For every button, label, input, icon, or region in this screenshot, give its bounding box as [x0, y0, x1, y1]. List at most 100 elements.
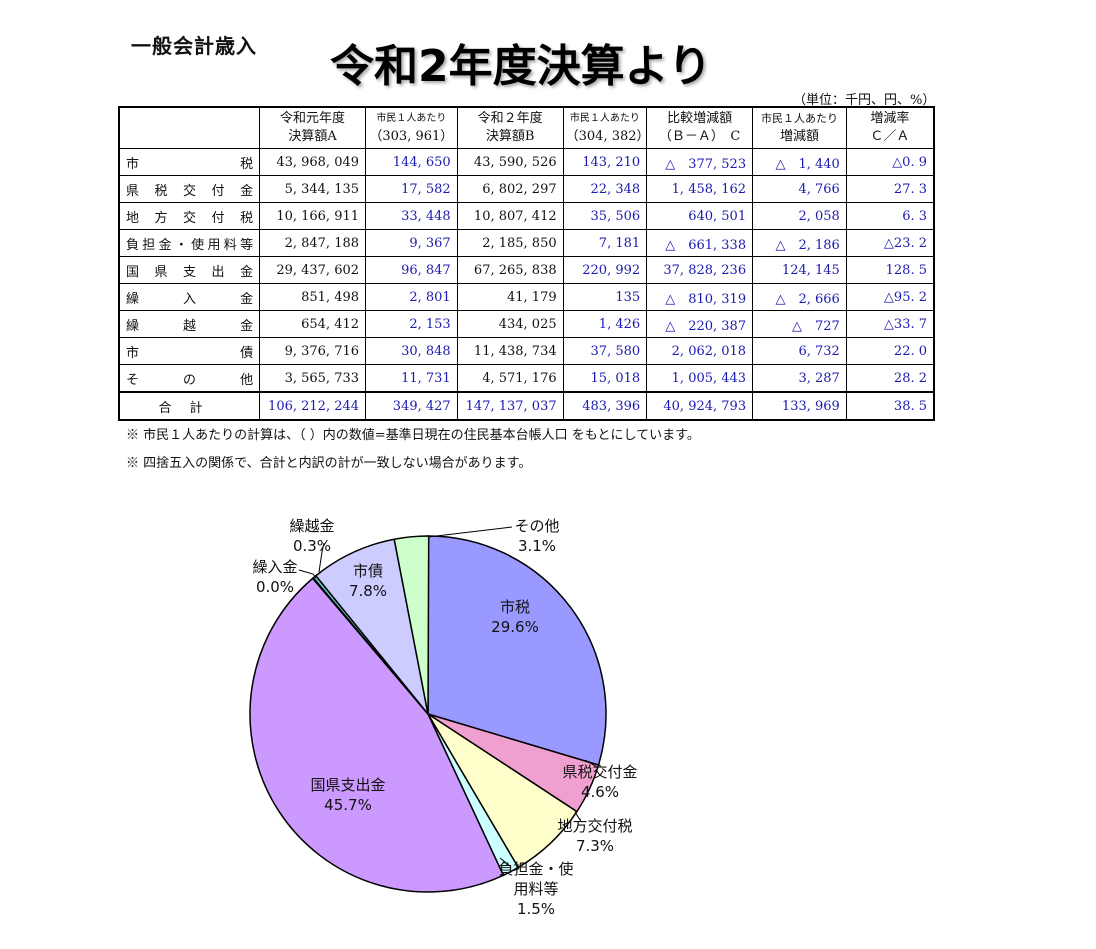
pie-percent-label: 7.3% — [576, 837, 614, 855]
cell-a: 3, 565, 733 — [259, 364, 367, 393]
cell-r: 28. 2 — [845, 364, 935, 393]
leader-line — [427, 526, 513, 538]
pie-percent-label: 0.0% — [256, 578, 294, 596]
table-total-row: 合計 106, 212, 244 349, 427 147, 137, 037 483,… — [118, 391, 935, 421]
cell-c: 40, 924, 793 — [646, 391, 754, 421]
cell-b: 147, 137, 037 — [456, 391, 564, 421]
header-cell-r2: 令和２年度 決算額B — [456, 106, 564, 149]
cell-pb: 22, 348 — [562, 175, 648, 203]
pie-category-label: その他 — [514, 517, 559, 535]
cell-a: 851, 498 — [259, 283, 367, 311]
cell-b: 434, 025 — [456, 310, 564, 338]
pie-percent-label: 3.1% — [518, 537, 556, 555]
pie-percent-label: 4.6% — [581, 783, 619, 801]
leader-line — [499, 857, 511, 867]
cell-c: 37, 828, 236 — [646, 256, 754, 284]
cell-pb: 35, 506 — [562, 202, 648, 230]
header-cell-rate: 増減率 Ｃ／Ａ — [845, 106, 935, 149]
pie-percent-label: 0.3% — [293, 537, 331, 555]
cell-r: △0. 9 — [845, 148, 935, 176]
pie-slice — [249, 577, 505, 893]
cell-r: 22. 0 — [845, 337, 935, 365]
cell-c: 2, 062, 018 — [646, 337, 754, 365]
row-label: 負担金・使用料等 — [118, 229, 261, 257]
cell-pa: 17, 582 — [365, 175, 458, 203]
table-row: 負担金・使用料等 2, 847, 188 9, 367 2, 185, 850 7, 1… — [118, 229, 935, 257]
section-label: 一般会計歳入 — [131, 34, 257, 58]
revenue-table: 令和元年度 決算額A 市民１人あたり （303, 961） 令和２年度 決算額B 市民… — [118, 106, 935, 421]
row-label: その他 — [118, 364, 261, 393]
cell-pc: △ 2, 186 — [752, 229, 847, 257]
cell-a: 29, 437, 602 — [259, 256, 367, 284]
cell-pb: 37, 580 — [562, 337, 648, 365]
unit-note: （単位：千円、円、%） — [793, 93, 936, 108]
pie-category-label: 県税交付金 — [562, 763, 637, 781]
cell-r: 27. 3 — [845, 175, 935, 203]
row-label: 市税 — [118, 148, 261, 176]
cell-pc: △ 2, 666 — [752, 283, 847, 311]
row-label: 繰越金 — [118, 310, 261, 338]
table-row: 市債 9, 376, 716 30, 848 11, 438, 734 37, 580 2… — [118, 337, 935, 365]
page-title: 令和2年度決算より — [330, 41, 712, 92]
cell-pb: 135 — [562, 283, 648, 311]
cell-pb: 7, 181 — [562, 229, 648, 257]
pie-slice — [427, 535, 607, 766]
note-rounding: ※ 四捨五入の関係で、合計と内訳の計が一致しない場合があります。 — [126, 456, 532, 471]
pie-category-label: 地方交付税 — [557, 817, 632, 835]
pie-category-label: 市債 — [353, 562, 383, 580]
cell-a: 10, 166, 911 — [259, 202, 367, 230]
row-label: 国県支出金 — [118, 256, 261, 284]
cell-b: 67, 265, 838 — [456, 256, 564, 284]
pie-percent-label: 7.8% — [349, 582, 387, 600]
cell-pb: 15, 018 — [562, 364, 648, 393]
leader-line — [584, 759, 598, 768]
cell-pc: △ 1, 440 — [752, 148, 847, 176]
row-label: 市債 — [118, 337, 261, 365]
pie-category-label: 用料等 — [513, 880, 558, 898]
cell-pc: 4, 766 — [752, 175, 847, 203]
pie-category-label: 繰越金 — [289, 517, 334, 535]
header-cell-label — [118, 106, 261, 149]
cell-a: 106, 212, 244 — [259, 391, 367, 421]
cell-a: 654, 412 — [259, 310, 367, 338]
cell-pa: 349, 427 — [365, 391, 458, 421]
pie-percent-label: 29.6% — [491, 618, 539, 636]
cell-r: 6. 3 — [845, 202, 935, 230]
cell-pa: 30, 848 — [365, 337, 458, 365]
row-label: 繰入金 — [118, 283, 261, 311]
table-row: 市税 43, 968, 049 144, 650 43, 590, 526 143, 2… — [118, 148, 935, 176]
header-cell-diff-per-capita: 市民１人あたり 増減額 — [752, 106, 847, 149]
leader-line — [574, 811, 581, 821]
cell-c: 640, 501 — [646, 202, 754, 230]
pie-slice — [393, 535, 430, 715]
cell-pa: 9, 367 — [365, 229, 458, 257]
cell-b: 4, 571, 176 — [456, 364, 564, 393]
cell-b: 10, 807, 412 — [456, 202, 564, 230]
leader-line — [298, 569, 317, 579]
header-cell-r1: 令和元年度 決算額A — [259, 106, 367, 149]
pie-percent-label: 45.7% — [324, 796, 372, 814]
table-header-row: 令和元年度 決算額A 市民１人あたり （303, 961） 令和２年度 決算額B 市民… — [118, 106, 935, 149]
header-cell-r2-per-capita: 市民１人あたり （304, 382） — [562, 106, 648, 149]
table-row: 繰入金 851, 498 2, 801 41, 179 135 △ 810, 319 △ 2… — [118, 283, 935, 311]
cell-pa: 2, 801 — [365, 283, 458, 311]
row-label: 地方交付税 — [118, 202, 261, 230]
cell-r: 128. 5 — [845, 256, 935, 284]
header-cell-diff: 比較増減額 （Ｂ－Ａ） C — [646, 106, 754, 149]
cell-a: 2, 847, 188 — [259, 229, 367, 257]
pie-category-label: 市税 — [500, 598, 530, 616]
cell-c: △ 661, 338 — [646, 229, 754, 257]
cell-c: △ 810, 319 — [646, 283, 754, 311]
pie-category-label: 繰入金 — [252, 558, 297, 576]
leader-line — [318, 542, 325, 573]
cell-b: 11, 438, 734 — [456, 337, 564, 365]
cell-pb: 483, 396 — [562, 391, 648, 421]
cell-c: 1, 458, 162 — [646, 175, 754, 203]
table-row: 国県支出金 29, 437, 602 96, 847 67, 265, 838 220,… — [118, 256, 935, 284]
cell-b: 6, 802, 297 — [456, 175, 564, 203]
cell-b: 41, 179 — [456, 283, 564, 311]
pie-category-label: 国県支出金 — [310, 776, 385, 794]
cell-c: △ 377, 523 — [646, 148, 754, 176]
cell-r: 38. 5 — [845, 391, 935, 421]
